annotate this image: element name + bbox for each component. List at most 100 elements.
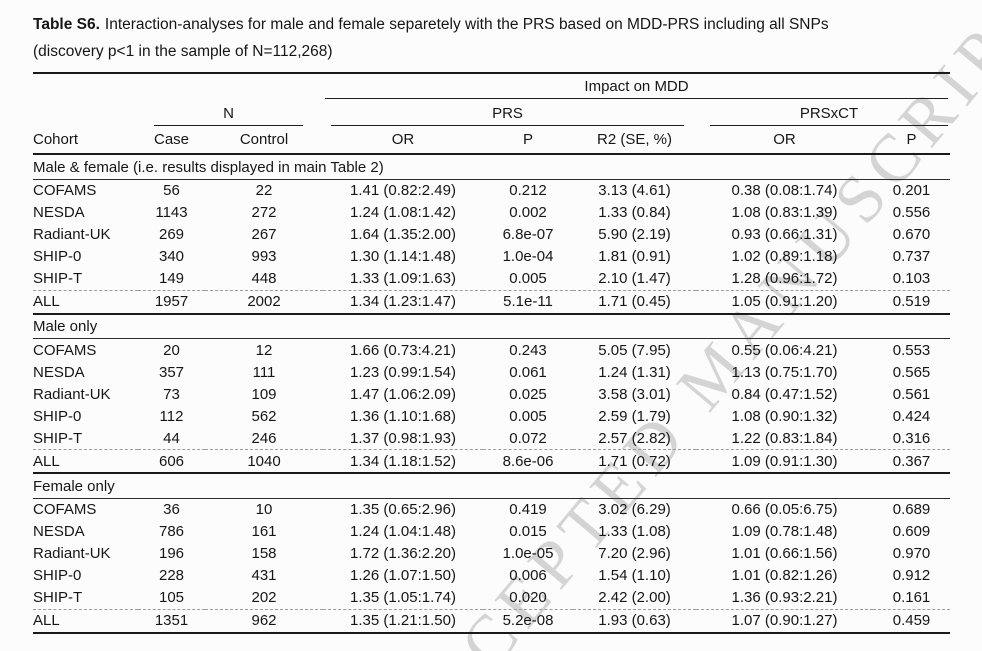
cohort-cell: COFAMS <box>33 501 97 518</box>
value-cell: 2.59 (1.79) <box>598 407 671 425</box>
content-area: Table S6. Interaction-analyses for male a… <box>33 16 951 634</box>
value-cell: 10 <box>255 501 273 518</box>
group-header-n-label: N <box>154 104 304 126</box>
value-cell: 105 <box>158 589 185 606</box>
cohort-cell: Radiant-UK <box>33 545 111 562</box>
table-row: ALL 1351 962 1.35 (1.21:1.50) 5.2e-08 1.93 (0… <box>33 608 951 634</box>
value-cell: 1.01 (0.82:1.26) <box>731 567 838 584</box>
value-cell: 448 <box>251 270 277 287</box>
value-cell: 1.64 (1.35:2.00) <box>350 226 456 243</box>
header-spacer <box>33 73 323 101</box>
value-cell: 1.71 (0.45) <box>573 289 697 315</box>
value-cell: 962 <box>205 608 324 634</box>
value-cell: 1.09 (0.91:1.30) <box>696 449 874 474</box>
value-cell: 1957 <box>138 289 205 315</box>
value-cell: 202 <box>251 589 277 606</box>
value-cell: 44 <box>163 429 180 447</box>
group-header-row-subgroups: N PRS PRSxCT <box>33 101 950 128</box>
value-cell: 0.161 <box>892 589 931 606</box>
value-cell: 0.93 (0.66:1.31) <box>731 226 838 243</box>
value-cell: 0.556 <box>892 204 931 221</box>
value-cell: 0.424 <box>892 407 931 425</box>
group-header-prs: PRS <box>323 101 696 128</box>
value-cell: 1.35 (1.05:1.74) <box>350 589 456 606</box>
value-cell: 1.54 (1.10) <box>598 567 671 584</box>
value-cell: 0.072 <box>509 429 547 447</box>
value-cell: 56 <box>163 182 180 199</box>
table-title-text: Interaction-analyses for male and female… <box>104 16 829 33</box>
cohort-cell: SHIP-0 <box>33 567 82 584</box>
cohort-cell: SHIP-T <box>33 429 83 447</box>
value-cell: 1.35 (0.65:2.96) <box>350 501 456 518</box>
value-cell: 228 <box>158 567 185 584</box>
table-row: SHIP-T 105 202 1.35 (1.05:1.74) 0.020 2.42 (2… <box>33 587 950 610</box>
value-cell: 158 <box>251 545 277 562</box>
value-cell: 1.22 (0.83:1.84) <box>731 429 838 447</box>
table-row: COFAMS 36 10 1.35 (0.65:2.96) 0.419 3.02 (6.2… <box>33 498 950 521</box>
value-cell: 8.6e-06 <box>483 449 574 474</box>
value-cell: 5.05 (7.95) <box>598 341 671 359</box>
section-header-row: Male only <box>33 313 951 339</box>
value-cell: 1.35 (1.21:1.50) <box>323 608 484 634</box>
value-cell: 5.2e-08 <box>483 608 574 634</box>
cohort-cell: SHIP-0 <box>33 407 82 425</box>
value-cell: 1.30 (1.14:1.48) <box>350 248 456 265</box>
table-row: NESDA 1143 272 1.24 (1.08:1.42) 0.002 1.33 (0… <box>33 202 950 224</box>
value-cell: 112 <box>159 407 184 425</box>
group-header-prs-label: PRS <box>331 104 685 126</box>
value-cell: 0.609 <box>892 523 931 540</box>
value-cell: 2.10 (1.47) <box>598 270 671 287</box>
table-row: SHIP-0 112 562 1.36 (1.10:1.68) 0.005 2.59 (1… <box>33 405 950 427</box>
value-cell: 7.20 (2.96) <box>598 545 671 562</box>
value-cell: 0.553 <box>892 341 931 359</box>
value-cell: 1.33 (1.08) <box>598 523 671 540</box>
value-cell: 993 <box>251 248 277 265</box>
value-cell: 3.02 (6.29) <box>598 501 671 518</box>
value-cell: 2.57 (2.82) <box>598 429 671 447</box>
value-cell: 1.24 (1.04:1.48) <box>350 523 456 540</box>
value-cell: 1.37 (0.98:1.93) <box>350 429 456 447</box>
value-cell: 1143 <box>155 204 188 221</box>
group-header-prsxct-label: PRSxCT <box>710 104 949 126</box>
value-cell: 1.09 (0.78:1.48) <box>731 523 838 540</box>
table-row: COFAMS 56 22 1.41 (0.82:2.49) 0.212 3.13 (4.6… <box>33 179 950 202</box>
value-cell: 5.1e-11 <box>483 289 574 315</box>
value-cell: 1.05 (0.91:1.20) <box>696 289 874 315</box>
cohort-cell: NESDA <box>33 204 85 221</box>
table-title-line2: (discovery p<1 in the sample of N=112,26… <box>33 43 333 60</box>
value-cell: 0.005 <box>509 407 547 425</box>
table-row: SHIP-T 149 448 1.33 (1.09:1.63) 0.005 2.10 (1… <box>33 268 950 291</box>
value-cell: 272 <box>251 204 277 221</box>
value-cell: 1.71 (0.72) <box>573 449 697 474</box>
value-cell: 0.103 <box>892 270 931 287</box>
value-cell: 0.419 <box>509 501 547 518</box>
table-row: Radiant-UK 196 158 1.72 (1.36:2.20) 1.0e-05 7… <box>33 543 950 565</box>
value-cell: 606 <box>138 449 205 474</box>
value-cell: 1.01 (0.66:1.56) <box>731 545 838 562</box>
cohort-cell: ALL <box>33 289 138 315</box>
section-label: Male & female (i.e. results displayed in… <box>33 154 951 180</box>
value-cell: 0.005 <box>509 270 547 287</box>
value-cell: 6.8e-07 <box>502 226 554 243</box>
col-header-prsxct-or: OR <box>696 128 874 155</box>
value-cell: 22 <box>255 182 273 199</box>
value-cell: 1.33 (0.84) <box>598 204 671 221</box>
col-header-r2: R2 (SE, %) <box>573 128 697 155</box>
value-cell: 1.66 (0.73:4.21) <box>350 341 456 359</box>
header-spacer <box>33 101 138 128</box>
value-cell: 0.38 (0.08:1.74) <box>731 182 838 199</box>
value-cell: 36 <box>163 501 180 518</box>
group-header-prsxct: PRSxCT <box>696 101 950 128</box>
value-cell: 1.07 (0.90:1.27) <box>696 608 874 634</box>
value-cell: 196 <box>158 545 185 562</box>
value-cell: 269 <box>158 226 185 243</box>
table-row: Radiant-UK 73 109 1.47 (1.06:2.09) 0.025 3.58… <box>33 383 950 405</box>
value-cell: 0.316 <box>892 429 931 447</box>
group-header-n: N <box>138 101 323 128</box>
value-cell: 1.33 (1.09:1.63) <box>350 270 456 287</box>
value-cell: 1.24 (1.31) <box>598 363 671 381</box>
value-cell: 109 <box>251 385 277 403</box>
value-cell: 1351 <box>138 608 205 634</box>
value-cell: 1.41 (0.82:2.49) <box>350 182 456 199</box>
table-row: COFAMS 20 12 1.66 (0.73:4.21) 0.243 5.05 (7.9… <box>33 339 950 362</box>
